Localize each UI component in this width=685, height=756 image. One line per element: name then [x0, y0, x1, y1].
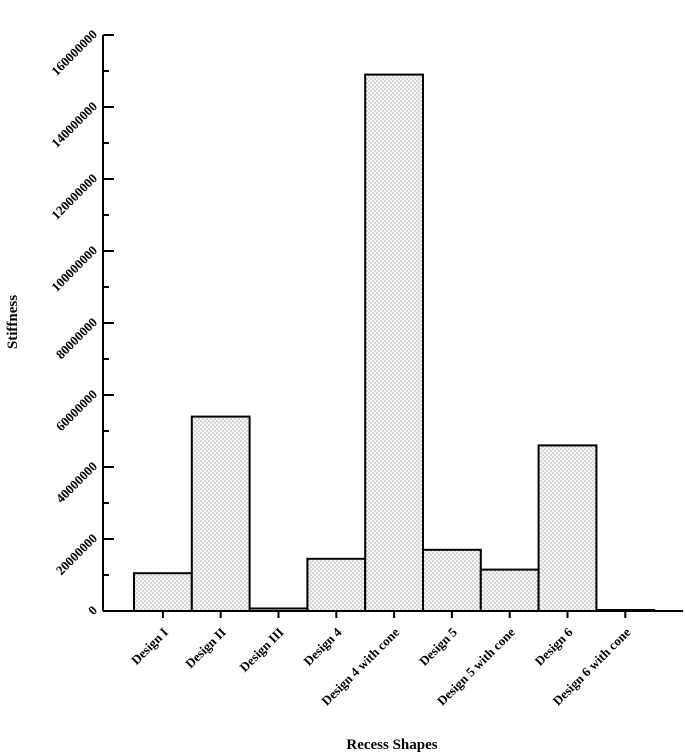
y-tick-label: 120000000 — [48, 171, 100, 223]
x-axis-title: Recess Shapes — [346, 737, 437, 753]
y-tick-label: 160000000 — [48, 27, 100, 79]
x-axis: Design I Design II Design III Design 4 Desig… — [103, 610, 683, 708]
bar-5 — [422, 548, 482, 612]
bar-4 — [364, 73, 425, 613]
x-tick-label: Design II — [182, 625, 229, 672]
y-tick-label: 40000000 — [53, 459, 100, 506]
bar-0 — [133, 572, 193, 613]
x-tick-label: Design 5 — [416, 624, 460, 668]
bars-group — [133, 73, 656, 613]
y-tick-label: 80000000 — [53, 315, 100, 362]
bar-7 — [537, 444, 598, 612]
y-tick-label: 0 — [85, 603, 100, 618]
y-axis-title: Stiffness — [5, 295, 21, 349]
y-tick-label: 60000000 — [53, 387, 100, 434]
x-tick-label: Design 4 — [300, 624, 344, 668]
bar-1 — [190, 415, 251, 612]
bar-3 — [306, 557, 367, 612]
x-tick-label: Design 6 — [532, 624, 576, 668]
y-axis: 0 20000000 40000000 60000000 80000000 1000000… — [48, 27, 114, 618]
bar-6 — [479, 568, 540, 612]
y-tick-label: 140000000 — [48, 99, 100, 151]
x-tick-label: Design I — [128, 625, 171, 668]
x-tick-label: Design III — [236, 625, 286, 675]
y-tick-label: 100000000 — [48, 243, 100, 295]
y-tick-label: 20000000 — [53, 531, 100, 578]
